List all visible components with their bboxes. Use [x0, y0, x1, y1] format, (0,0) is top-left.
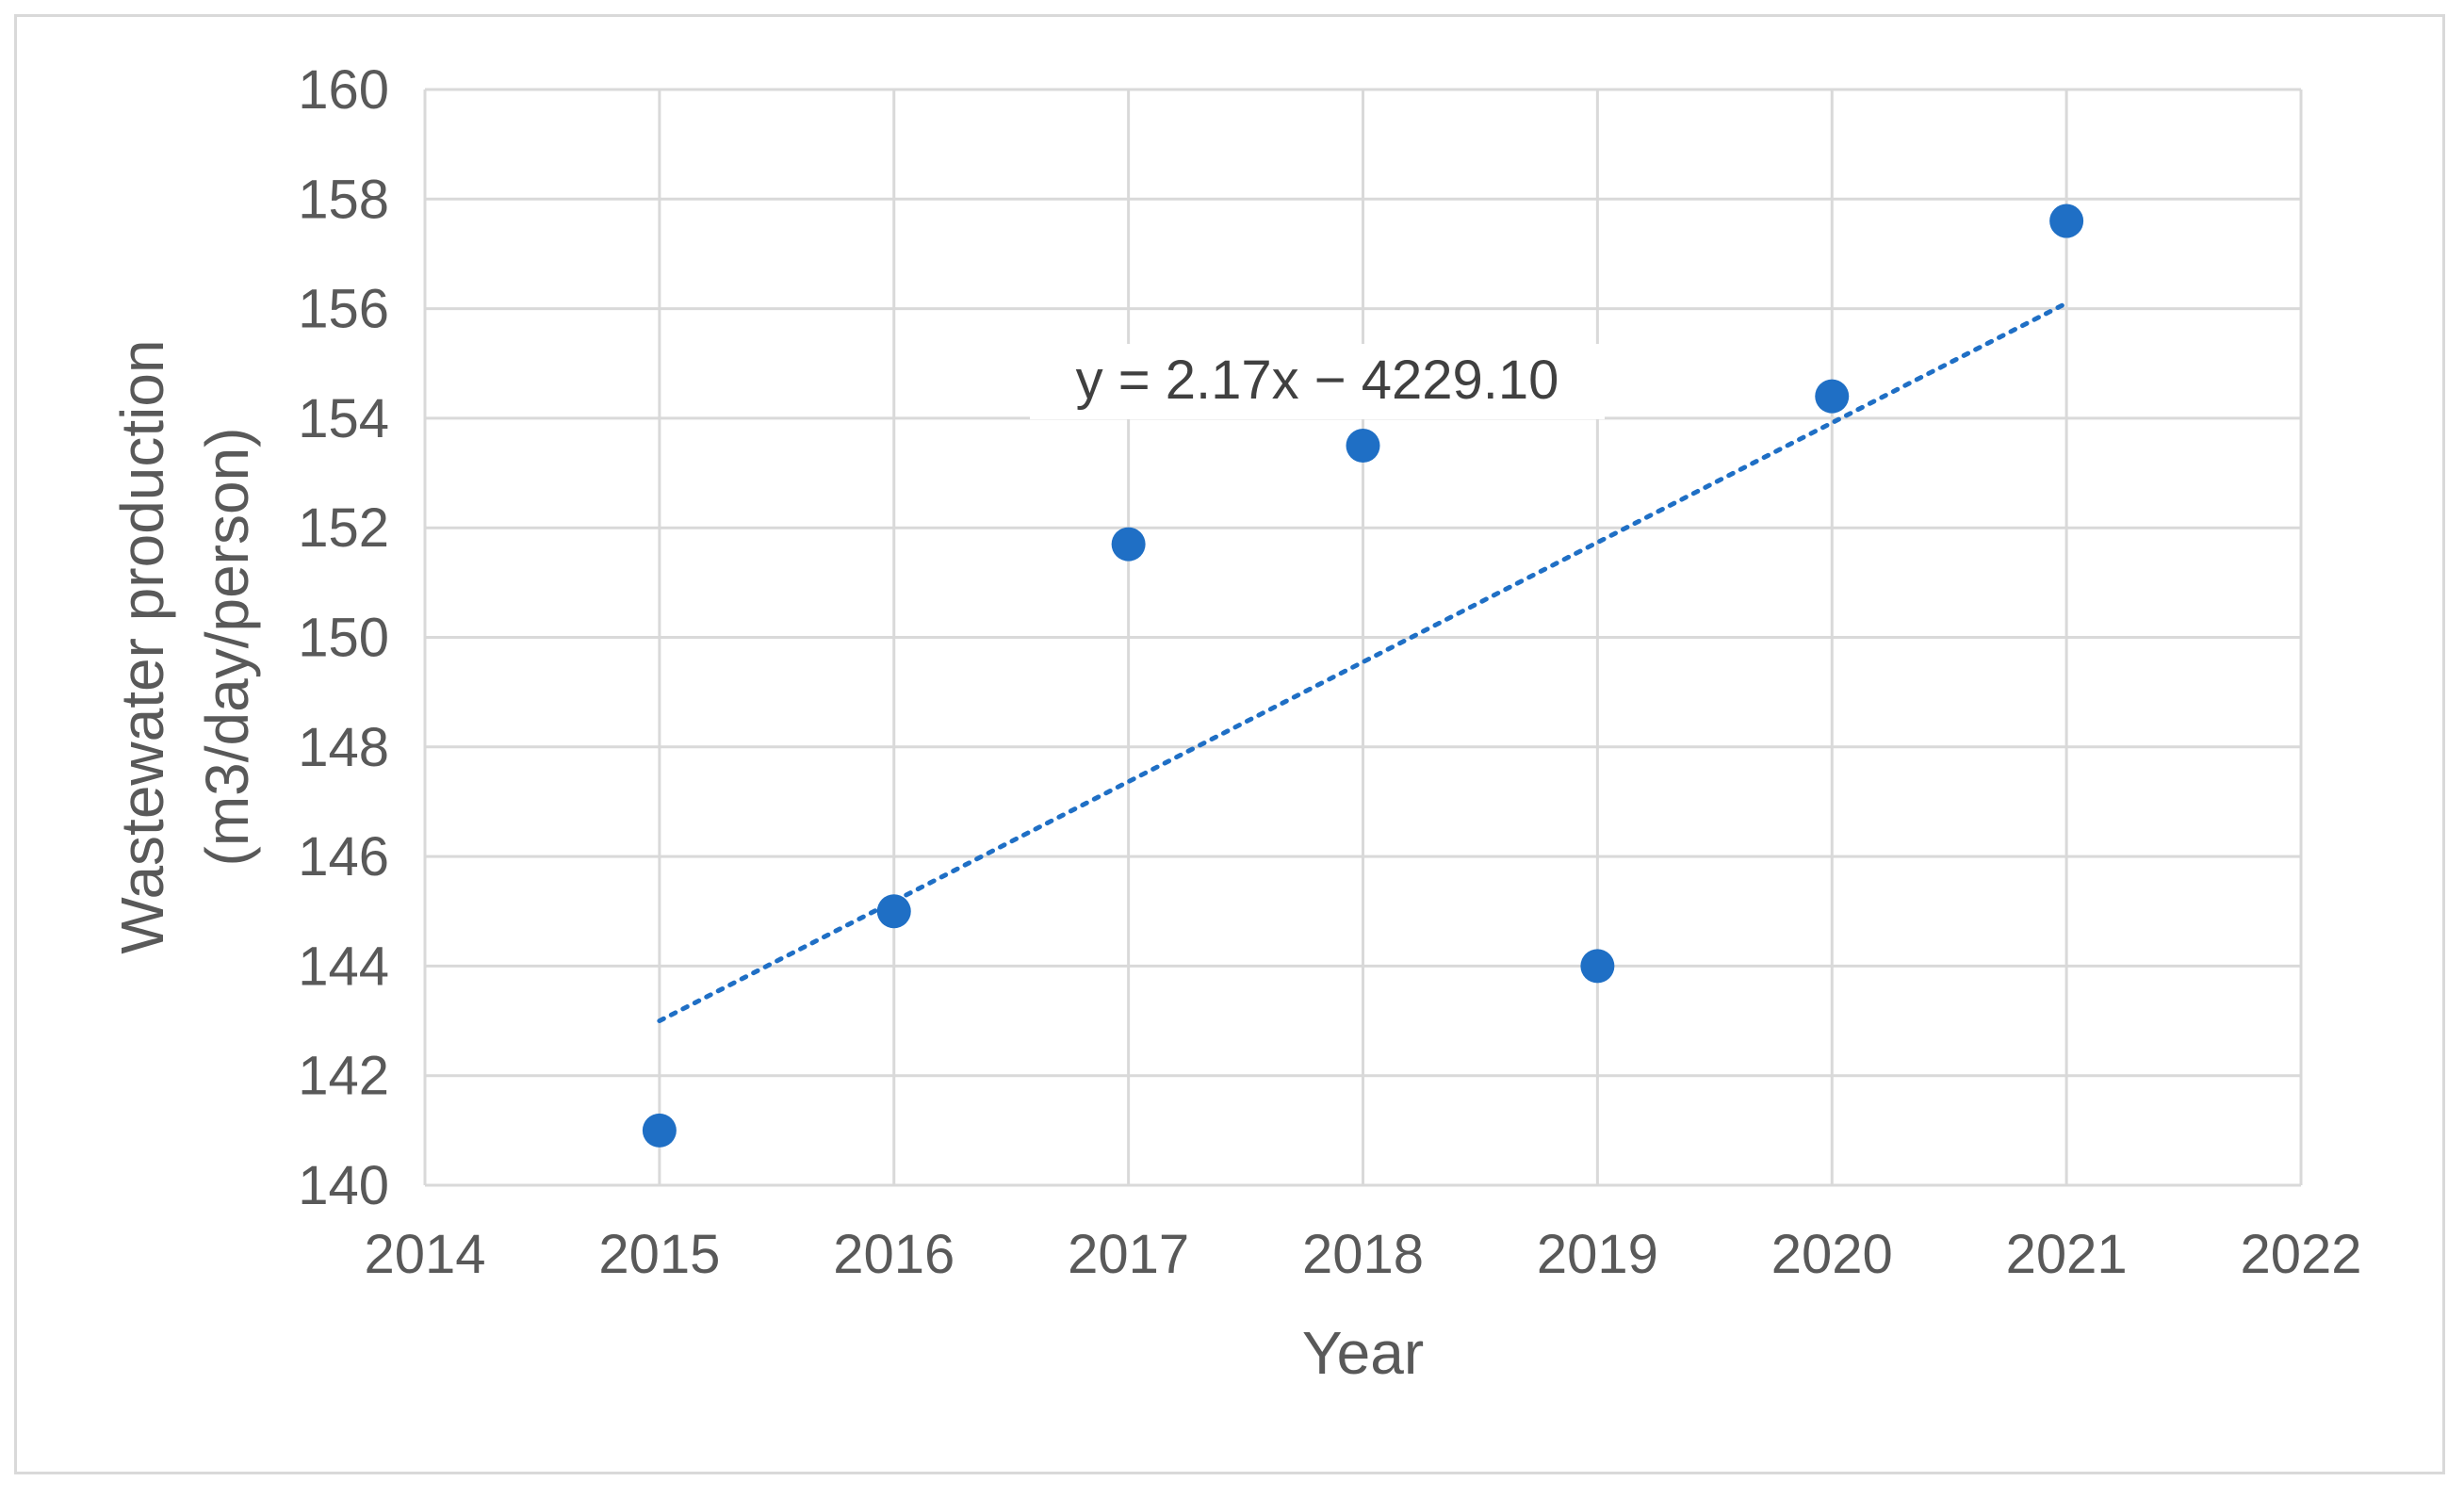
trendline-equation: y = 2.17x − 4229.10 [1076, 350, 1559, 411]
y-axis-title-line-2: (m3/day/person) [193, 428, 261, 867]
trendline-equation-background [1030, 344, 1605, 419]
x-tick-label: 2014 [364, 1224, 485, 1285]
y-tick-label: 160 [298, 59, 389, 121]
y-tick-label: 156 [298, 279, 389, 340]
data-point [642, 1113, 677, 1148]
y-tick-label: 152 [298, 497, 389, 559]
x-tick-label: 2016 [833, 1224, 955, 1285]
data-point [1580, 949, 1615, 984]
data-point [1815, 379, 1850, 414]
x-tick-label: 2022 [2240, 1224, 2361, 1285]
y-tick-label: 150 [298, 608, 389, 669]
data-point [876, 894, 911, 929]
y-tick-label: 154 [298, 388, 389, 449]
y-tick-labels: 140 142 144 146 148 150 152 154 156 158 160 [298, 59, 389, 1216]
y-tick-label: 158 [298, 169, 389, 230]
x-tick-label: 2021 [2006, 1224, 2128, 1285]
x-tick-label: 2019 [1537, 1224, 1658, 1285]
y-axis-title-line-1: Wastewater production [108, 339, 176, 953]
data-points [642, 204, 2084, 1148]
x-tick-label: 2017 [1068, 1224, 1189, 1285]
grid [423, 88, 2303, 1187]
x-tick-label: 2015 [598, 1224, 720, 1285]
y-tick-label: 146 [298, 826, 389, 887]
data-point [1111, 527, 1146, 562]
x-tick-label: 2020 [1771, 1224, 1893, 1285]
y-tick-label: 142 [298, 1046, 389, 1107]
x-axis-title: Year [1302, 1319, 1424, 1387]
scatter-chart: 2014 2015 2016 2017 2018 2019 2020 2021 2022 140… [108, 59, 2362, 1387]
data-point [1346, 428, 1380, 463]
x-tick-labels: 2014 2015 2016 2017 2018 2019 2020 2021 2022 [364, 1224, 2361, 1285]
x-tick-label: 2018 [1302, 1224, 1424, 1285]
data-point [2049, 204, 2084, 238]
y-axis-title: Wastewater production (m3/day/person) [108, 339, 261, 953]
y-tick-label: 148 [298, 717, 389, 778]
y-tick-label: 140 [298, 1155, 389, 1216]
y-tick-label: 144 [298, 936, 389, 997]
chart-frame: 2014 2015 2016 2017 2018 2019 2020 2021 2022 140… [14, 14, 2445, 1474]
equation-group: y = 2.17x − 4229.10 [1030, 344, 1605, 419]
